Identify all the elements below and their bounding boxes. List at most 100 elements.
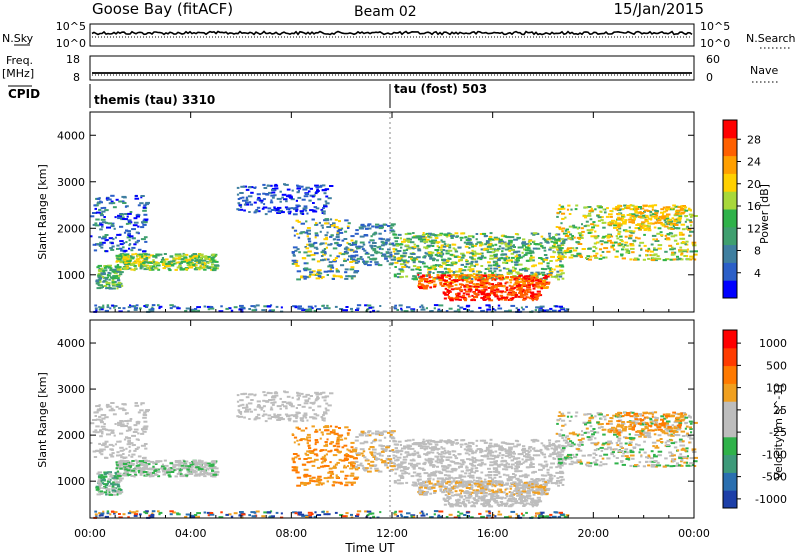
velocity-cell bbox=[351, 484, 354, 486]
velocity-cell bbox=[194, 464, 196, 466]
power-cell bbox=[549, 308, 552, 310]
power-cell bbox=[315, 222, 317, 224]
velocity-cell bbox=[119, 473, 121, 475]
velocity-cell bbox=[511, 456, 516, 458]
power-cell bbox=[175, 269, 178, 271]
power-cell bbox=[684, 215, 688, 217]
power-cell bbox=[90, 215, 94, 217]
power-cell bbox=[448, 296, 450, 298]
power-cell bbox=[240, 206, 242, 208]
power-cell bbox=[469, 275, 473, 277]
power-cell bbox=[642, 205, 647, 207]
power-cell bbox=[642, 208, 644, 210]
power-cell bbox=[338, 275, 342, 277]
power-cell bbox=[505, 258, 507, 260]
power-cell bbox=[455, 297, 459, 299]
power-cell bbox=[491, 272, 494, 274]
power-cell bbox=[97, 198, 101, 200]
power-cell bbox=[567, 205, 570, 207]
power-cell bbox=[588, 259, 592, 261]
velocity-cell bbox=[348, 450, 351, 452]
velocity-cell bbox=[96, 473, 99, 475]
velocity-cell bbox=[339, 439, 343, 441]
velocity-cell bbox=[304, 413, 308, 415]
velocity-cell bbox=[96, 419, 101, 421]
power-cell bbox=[616, 229, 618, 231]
power-cell bbox=[481, 274, 483, 276]
velocity-cell bbox=[388, 458, 393, 460]
power-cell bbox=[590, 223, 594, 225]
power-cell bbox=[303, 231, 305, 233]
power-cell bbox=[654, 204, 657, 206]
power-cell bbox=[347, 259, 349, 261]
velocity-cell bbox=[471, 464, 474, 466]
power-cell bbox=[397, 260, 401, 262]
power-cell bbox=[674, 240, 677, 242]
velocity-cell bbox=[295, 471, 299, 473]
velocity-cell bbox=[270, 407, 272, 409]
power-cell bbox=[528, 278, 530, 280]
power-cell bbox=[466, 275, 468, 277]
power-cell bbox=[533, 241, 535, 243]
power-cell bbox=[539, 278, 542, 280]
velocity-cell bbox=[476, 445, 478, 447]
power-cell bbox=[450, 254, 454, 256]
velocity-cell bbox=[263, 410, 265, 412]
power-cell bbox=[654, 212, 658, 214]
power-cell bbox=[186, 262, 190, 264]
power-cell bbox=[607, 240, 612, 242]
power-cell bbox=[417, 274, 419, 276]
velocity-cell bbox=[373, 455, 376, 457]
power-cell bbox=[248, 195, 253, 197]
power-cell bbox=[417, 246, 419, 248]
velocity-cell bbox=[466, 458, 470, 460]
power-cell bbox=[455, 284, 458, 286]
power-cell bbox=[393, 256, 396, 258]
power-cell bbox=[142, 224, 146, 226]
power-cell bbox=[320, 242, 324, 244]
power-cell bbox=[312, 210, 316, 212]
power-cell bbox=[616, 223, 619, 225]
power-cell bbox=[532, 299, 534, 301]
power-cell bbox=[634, 211, 638, 213]
power-cell bbox=[129, 222, 132, 224]
velocity-cell bbox=[449, 465, 452, 467]
velocity-cell bbox=[308, 398, 311, 400]
power-cell bbox=[378, 238, 382, 240]
power-cell bbox=[98, 209, 101, 211]
power-cell bbox=[370, 246, 373, 248]
power-cell bbox=[481, 293, 485, 295]
velocity-cell bbox=[242, 404, 245, 406]
power-cell bbox=[643, 225, 646, 227]
power-cell bbox=[99, 224, 103, 226]
velocity-cell bbox=[254, 409, 257, 411]
velocity-cell bbox=[301, 393, 304, 395]
velocity-cell bbox=[365, 435, 369, 437]
velocity-cell bbox=[363, 467, 365, 469]
velocity-cell bbox=[466, 450, 470, 452]
power-cell bbox=[577, 228, 579, 230]
velocity-cell bbox=[338, 482, 342, 484]
power-cell bbox=[490, 232, 493, 234]
velocity-cell bbox=[317, 405, 321, 407]
power-cell bbox=[529, 250, 534, 252]
power-cell bbox=[363, 244, 366, 246]
power-cell bbox=[144, 258, 148, 260]
power-cell bbox=[124, 250, 127, 252]
power-cell bbox=[314, 194, 316, 196]
power-cell bbox=[534, 295, 539, 297]
power-cell bbox=[286, 208, 288, 210]
velocity-cell bbox=[305, 427, 307, 429]
velocity-cell bbox=[316, 484, 321, 486]
power-cell bbox=[138, 204, 141, 206]
power-cell bbox=[110, 249, 114, 251]
power-cell bbox=[353, 271, 358, 273]
noise-left-tick-top: 10^5 bbox=[56, 20, 86, 33]
velocity-cell bbox=[196, 474, 198, 476]
power-cell bbox=[513, 239, 518, 241]
velocity-cell bbox=[326, 426, 330, 428]
colorbar-swatch bbox=[723, 120, 737, 138]
power-cell bbox=[294, 230, 297, 232]
power-cell bbox=[355, 240, 358, 242]
